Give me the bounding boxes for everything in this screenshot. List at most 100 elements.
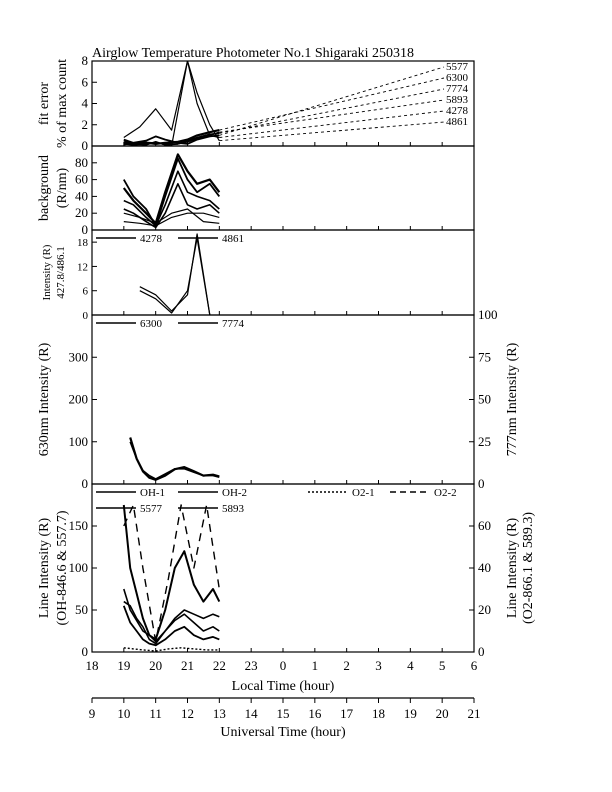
- y-tick-label: 150: [69, 518, 89, 533]
- y-axis-label: background: [37, 155, 52, 221]
- series-line-4278: [123, 61, 220, 139]
- y-right-axis-label: 777nm Intensity (R): [505, 342, 520, 456]
- x-tick-label-ut: 15: [277, 706, 290, 721]
- legend-leader: [219, 110, 445, 138]
- series-line-o2-1: [123, 647, 220, 652]
- series-line-4278: [123, 208, 220, 224]
- series-group: [123, 61, 220, 146]
- y-right-tick-label: 75: [478, 349, 491, 364]
- y-tick-label: 50: [75, 602, 88, 617]
- y-tick-label: 18: [77, 237, 89, 249]
- x-axis-label-ut: Universal Time (hour): [220, 725, 346, 740]
- y-right-tick-label: 40: [478, 560, 491, 575]
- legend-label: OH-1: [140, 487, 165, 499]
- y-axis-label-2: % of max count: [55, 59, 70, 148]
- x-tick-label-local: 1: [312, 658, 319, 673]
- x-tick-label-ut: 17: [340, 706, 354, 721]
- x-tick-label-ut: 9: [89, 706, 96, 721]
- y-right-tick-label: 0: [478, 644, 485, 659]
- y-tick-label: 100: [69, 434, 89, 449]
- panel-frame: [91, 314, 475, 485]
- x-tick-label-local: 4: [407, 658, 414, 673]
- x-tick-label-ut: 13: [213, 706, 226, 721]
- y-tick-label: 20: [75, 205, 88, 220]
- x-tick-label-local: 18: [86, 658, 99, 673]
- legend-label: 5893: [222, 503, 245, 515]
- legend-label: 7774: [446, 83, 469, 95]
- y-axis-label-2: (OH-846.6 & 557.7): [55, 510, 70, 625]
- series-line-4861: [123, 212, 220, 227]
- legend-label: 4861: [446, 116, 468, 128]
- panel-1: 0 2 4 6 8 fit error% of max count 557763007774…: [37, 53, 475, 153]
- x-tick-label-local: 22: [213, 658, 226, 673]
- series-line-5577: [122, 605, 220, 647]
- y-tick-label: 6: [82, 74, 89, 89]
- series-line-6300: [129, 437, 220, 481]
- x-tick-label-ut: 14: [245, 706, 259, 721]
- legend-label: 5893: [446, 94, 469, 106]
- y-axis-label: 630nm Intensity (R): [37, 342, 52, 456]
- x-tick-label-local: 20: [149, 658, 162, 673]
- y-axis-label-2: 427.8/486.1: [55, 246, 67, 299]
- series-line-4861: [123, 61, 220, 146]
- legend-label: 7774: [222, 318, 245, 330]
- y-tick-label: 4: [82, 96, 89, 111]
- legend-label: O2-1: [352, 487, 375, 499]
- series-line-7774: [129, 441, 220, 480]
- y-right-tick-label: 60: [478, 518, 491, 533]
- y-tick-label: 6: [83, 286, 89, 298]
- y-tick-label: 0: [82, 476, 89, 491]
- legend-label: 4278: [446, 105, 469, 117]
- series-line-7774: [123, 170, 220, 227]
- series-line-6300: [122, 153, 221, 225]
- y-right-axis-label: Line Intensity (R): [505, 518, 520, 619]
- y-tick-label: 0: [82, 644, 89, 659]
- y-right-tick-label: 0: [478, 476, 485, 491]
- y-right-tick-label: 25: [478, 434, 491, 449]
- x-tick-label-local: 3: [375, 658, 382, 673]
- y-tick-label: 0: [82, 138, 89, 153]
- legend-label: O2-2: [434, 487, 457, 499]
- x-tick-label-local: 2: [343, 658, 350, 673]
- y-axis-label: Line Intensity (R): [37, 518, 52, 619]
- x-tick-label-local: 21: [181, 658, 194, 673]
- x-tick-label-local: 19: [117, 658, 130, 673]
- series-line-o2-2: [123, 504, 220, 643]
- series-line-4861: [139, 237, 211, 315]
- x-tick-label-ut: 16: [308, 706, 322, 721]
- x-axis-label-local: Local Time (hour): [232, 679, 335, 694]
- y-tick-label: 100: [69, 560, 89, 575]
- legend-label: 4278: [140, 233, 163, 245]
- x-tick-label-ut: 10: [117, 706, 130, 721]
- y-tick-label: 2: [82, 117, 89, 132]
- x-tick-label-ut: 18: [372, 706, 385, 721]
- x-tick-label-local: 6: [471, 658, 478, 673]
- y-tick-label: 40: [75, 188, 88, 203]
- series-line-5577: [123, 157, 221, 227]
- legend-leader: [219, 77, 445, 131]
- y-tick-label: 300: [69, 349, 89, 364]
- y-right-tick-label: 100: [478, 307, 498, 322]
- legend-label: 5577: [140, 503, 163, 515]
- series-line-oh-1: [122, 504, 221, 641]
- legend-label: 4861: [222, 233, 244, 245]
- y-right-axis-label-2: (O2-866.1 & 589.3): [521, 512, 536, 624]
- legend-leader: [219, 99, 445, 133]
- panel-4: 0 100 200 300 0 25 50 75 100 630nm Intensity (R) 7…: [37, 307, 520, 491]
- y-tick-label: 80: [75, 155, 88, 170]
- y-axis-label: Intensity (R): [41, 244, 53, 300]
- y-tick-label: 0: [82, 222, 89, 237]
- series-group: [122, 153, 221, 229]
- y-axis-label-2: (R/nm): [55, 167, 70, 208]
- panel-3: 0 6 12 18 Intensity (R) 427.8/486.1 4278 4861: [41, 229, 475, 322]
- series-line-6300: [123, 129, 220, 145]
- y-right-tick-label: 50: [478, 392, 491, 407]
- x-tick-label-ut: 19: [404, 706, 417, 721]
- series-group: [129, 437, 220, 481]
- x-tick-label-local: 23: [245, 658, 258, 673]
- x-tick-label-local: 0: [280, 658, 287, 673]
